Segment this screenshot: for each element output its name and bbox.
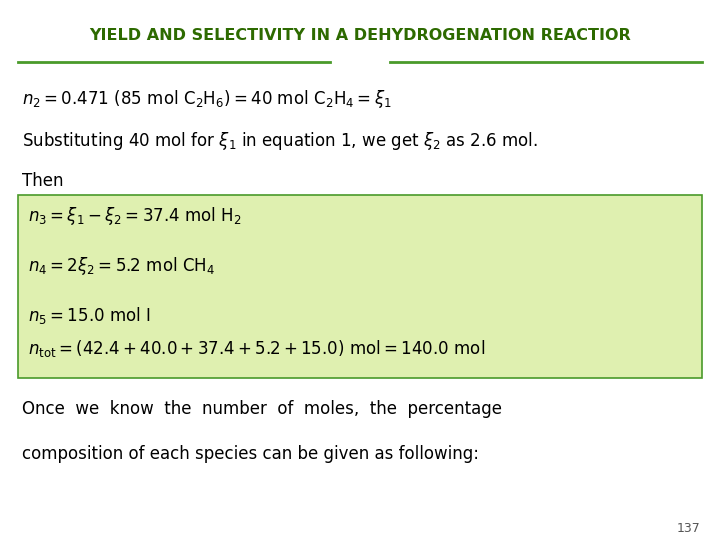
Text: Then: Then [22,172,63,190]
Text: composition of each species can be given as following:: composition of each species can be given… [22,445,479,463]
Text: 137: 137 [676,522,700,535]
FancyBboxPatch shape [18,195,702,378]
Text: Once  we  know  the  number  of  moles,  the  percentage: Once we know the number of moles, the pe… [22,400,502,418]
Text: $n_{\mathrm{tot}} = (42.4 + 40.0 + 37.4 + 5.2 + 15.0)\ \mathrm{mol} = 140.0\ \ma: $n_{\mathrm{tot}} = (42.4 + 40.0 + 37.4 … [28,338,485,359]
Text: $n_2 = 0.471\ (85\ \mathrm{mol}\ \mathrm{C_2H_6}) = 40\ \mathrm{mol}\ \mathrm{C_: $n_2 = 0.471\ (85\ \mathrm{mol}\ \mathrm… [22,88,392,110]
Text: Substituting 40 mol for $\xi_1$ in equation 1, we get $\xi_2$ as 2.6 mol.: Substituting 40 mol for $\xi_1$ in equat… [22,130,538,152]
Text: $n_3 = \xi_1 - \xi_2 = 37.4\ \mathrm{mol\ H_2}$: $n_3 = \xi_1 - \xi_2 = 37.4\ \mathrm{mol… [28,205,242,227]
Text: YIELD AND SELECTIVITY IN A DEHYDROGENATION REACTIOR: YIELD AND SELECTIVITY IN A DEHYDROGENATI… [89,28,631,43]
Text: $n_5 = 15.0\ \mathrm{mol\ I}$: $n_5 = 15.0\ \mathrm{mol\ I}$ [28,305,151,326]
Text: $n_4 = 2\xi_2 = 5.2\ \mathrm{mol\ CH_4}$: $n_4 = 2\xi_2 = 5.2\ \mathrm{mol\ CH_4}$ [28,255,215,277]
